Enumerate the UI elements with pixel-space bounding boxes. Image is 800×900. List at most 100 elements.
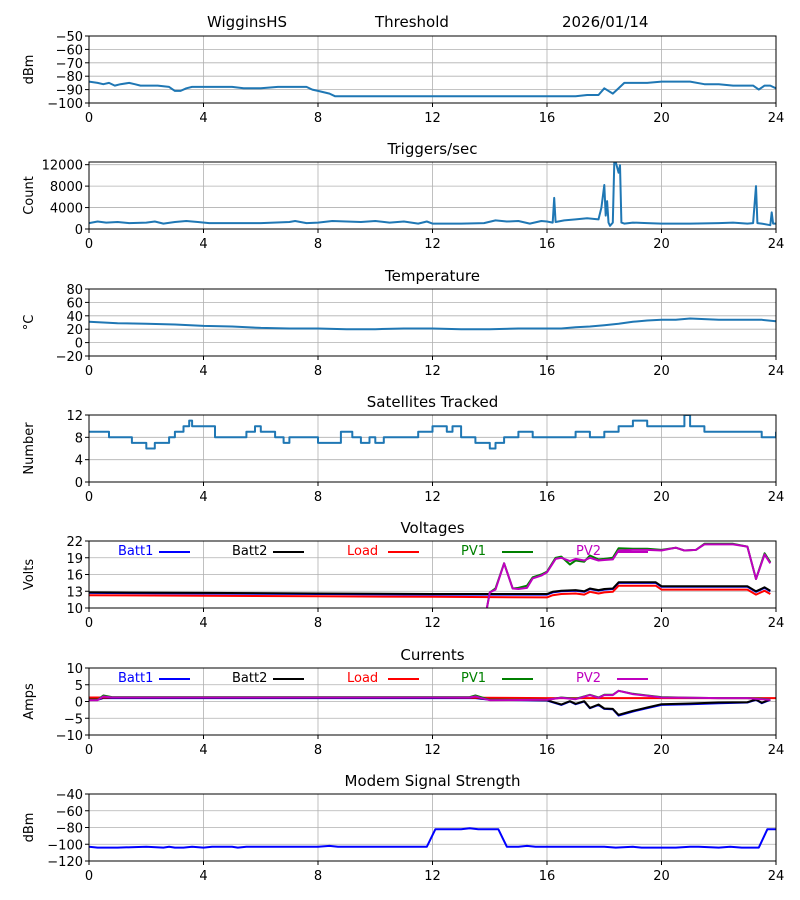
x-tick-label: 4 xyxy=(199,490,207,505)
y-tick-label: 0 xyxy=(75,696,83,711)
x-tick-label: 8 xyxy=(314,111,322,126)
header-station: WigginsHS xyxy=(207,13,287,31)
y-tick-label: 60 xyxy=(66,296,83,311)
x-tick-label: 24 xyxy=(768,616,785,631)
header-date: 2026/01/14 xyxy=(562,13,648,31)
y-tick-label: −80 xyxy=(56,822,83,837)
x-tick-label: 24 xyxy=(768,743,785,758)
x-tick-label: 12 xyxy=(424,869,441,884)
legend-label-pv1: PV1 xyxy=(461,544,486,559)
y-tick-label: 8000 xyxy=(50,180,83,195)
series-line-temperature xyxy=(89,317,776,331)
series-line-pv2 xyxy=(485,543,772,608)
panel-satellites: 0 4 8 12 16 20 24 0 4 8 12 Satellites Tracked Number xyxy=(22,393,784,505)
y-axis-label: Amps xyxy=(22,683,37,720)
x-tick-label: 8 xyxy=(314,869,322,884)
legend-label-load: Load xyxy=(347,544,378,559)
panel-rssi: 0 4 8 12 16 20 24 −100−90−80−70−60−50 dBm xyxy=(22,30,784,126)
y-tick-label: 10 xyxy=(66,602,83,617)
y-tick-label: 8 xyxy=(75,431,83,446)
y-axis-label: dBm xyxy=(22,813,37,843)
series-line-modem xyxy=(89,827,776,849)
y-tick-label: 0 xyxy=(75,476,83,491)
y-tick-label: 20 xyxy=(66,323,83,338)
x-tick-label: 20 xyxy=(653,743,670,758)
chart-title: Modem Signal Strength xyxy=(345,772,521,790)
series-line-rssi xyxy=(89,80,776,98)
legend-label-batt2: Batt2 xyxy=(232,544,267,559)
y-tick-label: 12 xyxy=(66,409,83,424)
x-tick-label: 4 xyxy=(199,616,207,631)
legend-label-pv2: PV2 xyxy=(576,671,601,686)
x-tick-label: 16 xyxy=(539,490,556,505)
x-tick-label: 12 xyxy=(424,111,441,126)
y-tick-label: 40 xyxy=(66,310,83,325)
y-axis-label: Count xyxy=(22,176,37,215)
y-tick-label: −50 xyxy=(56,30,83,45)
y-tick-label: 22 xyxy=(66,535,83,550)
x-tick-label: 24 xyxy=(768,869,785,884)
x-tick-label: 8 xyxy=(314,364,322,379)
x-tick-label: 0 xyxy=(85,743,93,758)
x-tick-label: 16 xyxy=(539,237,556,252)
series-line-triggers xyxy=(89,162,776,227)
legend-label-pv1: PV1 xyxy=(461,671,486,686)
x-tick-label: 0 xyxy=(85,111,93,126)
x-tick-label: 0 xyxy=(85,616,93,631)
y-tick-label: 4000 xyxy=(50,202,83,217)
x-tick-label: 20 xyxy=(653,237,670,252)
y-tick-label: 0 xyxy=(75,337,83,352)
y-tick-label: −70 xyxy=(56,57,83,72)
series-line-batt2 xyxy=(89,581,771,595)
x-tick-label: 12 xyxy=(424,237,441,252)
chart-title: Triggers/sec xyxy=(387,140,478,158)
x-tick-label: 16 xyxy=(539,743,556,758)
chart-title: Currents xyxy=(400,646,464,664)
x-tick-label: 12 xyxy=(424,364,441,379)
y-tick-label: −60 xyxy=(56,43,83,58)
x-tick-label: 20 xyxy=(653,869,670,884)
x-tick-label: 4 xyxy=(199,364,207,379)
series-line-satellites xyxy=(89,415,776,450)
y-tick-label: 80 xyxy=(66,283,83,298)
series-line-batt2 xyxy=(89,696,771,716)
y-tick-label: −80 xyxy=(56,70,83,85)
series-line-batt1 xyxy=(89,697,771,717)
x-tick-label: 0 xyxy=(85,490,93,505)
y-tick-label: −90 xyxy=(56,84,83,99)
x-tick-label: 24 xyxy=(768,237,785,252)
y-tick-label: 0 xyxy=(75,223,83,238)
x-tick-label: 16 xyxy=(539,111,556,126)
x-tick-label: 8 xyxy=(314,743,322,758)
x-tick-label: 16 xyxy=(539,364,556,379)
x-tick-label: 12 xyxy=(424,616,441,631)
x-tick-label: 8 xyxy=(314,616,322,631)
y-axis-label: dBm xyxy=(22,55,37,85)
panel-modem: 0 4 8 12 16 20 24 −120 −100−80 −60 −40 Modem Signal… xyxy=(22,772,784,884)
x-tick-label: 4 xyxy=(199,111,207,126)
y-tick-label: −20 xyxy=(56,350,83,365)
x-tick-label: 24 xyxy=(768,111,785,126)
series-line-pv2 xyxy=(89,689,771,702)
x-tick-label: 20 xyxy=(653,111,670,126)
x-tick-label: 16 xyxy=(539,616,556,631)
legend-label-pv2: PV2 xyxy=(576,544,601,559)
header-mode: Threshold xyxy=(374,13,449,31)
y-axis-label: °C xyxy=(22,315,37,331)
y-tick-label: −10 xyxy=(56,729,83,744)
y-tick-label: −100 xyxy=(47,838,83,853)
legend-label-batt1: Batt1 xyxy=(118,671,153,686)
x-tick-label: 20 xyxy=(653,490,670,505)
legend-label-batt1: Batt1 xyxy=(118,544,153,559)
legend-label-batt2: Batt2 xyxy=(232,671,267,686)
x-tick-label: 24 xyxy=(768,490,785,505)
x-tick-label: 24 xyxy=(768,364,785,379)
x-tick-label: 20 xyxy=(653,616,670,631)
y-tick-label: 19 xyxy=(66,552,83,567)
y-axis-label: Number xyxy=(22,422,37,475)
series-line-load xyxy=(89,584,771,599)
x-tick-label: 0 xyxy=(85,869,93,884)
